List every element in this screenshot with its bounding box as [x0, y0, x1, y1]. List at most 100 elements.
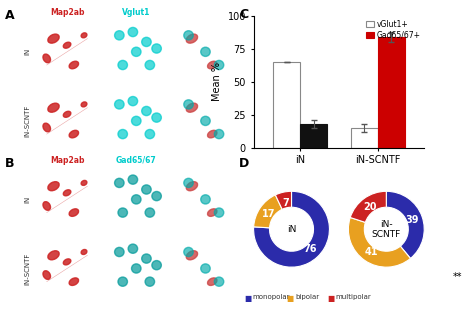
- Text: D: D: [239, 157, 250, 170]
- Text: iN: iN: [24, 196, 30, 203]
- Circle shape: [131, 195, 141, 204]
- Ellipse shape: [186, 34, 198, 43]
- Circle shape: [142, 185, 151, 194]
- Ellipse shape: [81, 102, 87, 107]
- Ellipse shape: [208, 278, 217, 285]
- Ellipse shape: [69, 130, 79, 138]
- Wedge shape: [254, 191, 329, 267]
- Wedge shape: [386, 191, 424, 258]
- Legend: vGlut1+, Gad65/67+: vGlut1+, Gad65/67+: [366, 19, 420, 40]
- Circle shape: [128, 175, 137, 184]
- Bar: [300, 124, 327, 148]
- Text: 20: 20: [364, 202, 377, 212]
- Circle shape: [145, 277, 155, 286]
- Wedge shape: [275, 191, 292, 209]
- Text: Map2ab: Map2ab: [50, 156, 84, 165]
- Text: ■: ■: [287, 294, 294, 303]
- Ellipse shape: [43, 271, 51, 279]
- Ellipse shape: [64, 111, 71, 117]
- Circle shape: [214, 208, 224, 217]
- Ellipse shape: [43, 123, 51, 132]
- Text: iN-
SCNTF: iN- SCNTF: [372, 219, 401, 239]
- Circle shape: [118, 208, 128, 217]
- Wedge shape: [254, 195, 282, 228]
- Text: iN: iN: [287, 225, 296, 234]
- Circle shape: [118, 60, 128, 70]
- Text: Merged: Merged: [189, 156, 222, 165]
- Text: Merged: Merged: [189, 8, 222, 17]
- Circle shape: [184, 178, 193, 187]
- Text: ■: ■: [244, 294, 251, 303]
- Text: monopolar: monopolar: [253, 294, 290, 300]
- Text: B: B: [5, 157, 14, 170]
- Circle shape: [184, 247, 193, 257]
- Ellipse shape: [81, 33, 87, 38]
- Text: 17: 17: [262, 209, 276, 219]
- Circle shape: [118, 277, 128, 286]
- Text: ■: ■: [327, 294, 334, 303]
- Circle shape: [115, 31, 124, 40]
- Ellipse shape: [69, 61, 79, 69]
- Circle shape: [214, 60, 224, 70]
- Circle shape: [145, 208, 155, 217]
- Circle shape: [142, 37, 151, 46]
- Ellipse shape: [43, 202, 51, 210]
- Text: 7: 7: [282, 198, 289, 208]
- Circle shape: [214, 129, 224, 139]
- Circle shape: [152, 261, 161, 270]
- Circle shape: [142, 254, 151, 263]
- Text: bipolar: bipolar: [295, 294, 319, 300]
- Text: iN-SCNTF: iN-SCNTF: [24, 105, 30, 137]
- Text: C: C: [239, 8, 248, 21]
- Ellipse shape: [48, 103, 59, 112]
- Ellipse shape: [48, 251, 59, 260]
- Bar: [351, 128, 378, 148]
- Text: 76: 76: [303, 244, 317, 254]
- Text: multipolar: multipolar: [336, 294, 371, 300]
- Ellipse shape: [81, 181, 87, 185]
- Text: Map2ab: Map2ab: [50, 8, 84, 17]
- Circle shape: [131, 264, 141, 273]
- Ellipse shape: [208, 130, 217, 138]
- Ellipse shape: [208, 61, 217, 69]
- Text: iN: iN: [24, 48, 30, 56]
- Circle shape: [142, 106, 151, 116]
- Ellipse shape: [69, 209, 79, 216]
- Circle shape: [131, 47, 141, 57]
- Ellipse shape: [81, 250, 87, 254]
- Circle shape: [152, 113, 161, 122]
- Circle shape: [145, 129, 155, 139]
- Text: Vglut1: Vglut1: [122, 8, 150, 17]
- Text: **: **: [453, 272, 462, 282]
- Circle shape: [201, 47, 210, 57]
- Text: 39: 39: [405, 215, 419, 225]
- Ellipse shape: [186, 103, 198, 112]
- Circle shape: [131, 116, 141, 126]
- Circle shape: [115, 100, 124, 109]
- Circle shape: [128, 27, 137, 37]
- Circle shape: [184, 100, 193, 109]
- Ellipse shape: [208, 209, 217, 216]
- Bar: [378, 37, 405, 148]
- Ellipse shape: [186, 251, 198, 260]
- Circle shape: [115, 178, 124, 187]
- Wedge shape: [348, 218, 410, 267]
- Y-axis label: Mean %: Mean %: [212, 62, 222, 101]
- Ellipse shape: [48, 182, 59, 191]
- Ellipse shape: [186, 182, 198, 191]
- Circle shape: [184, 31, 193, 40]
- Text: 41: 41: [364, 247, 378, 257]
- Circle shape: [152, 44, 161, 53]
- Circle shape: [128, 244, 137, 253]
- Text: A: A: [5, 9, 14, 22]
- Ellipse shape: [48, 34, 59, 43]
- Circle shape: [201, 264, 210, 273]
- Text: iN-SCNTF: iN-SCNTF: [24, 252, 30, 285]
- Ellipse shape: [64, 259, 71, 265]
- Wedge shape: [350, 191, 386, 222]
- Circle shape: [214, 277, 224, 286]
- Text: Gad65/67: Gad65/67: [116, 156, 156, 165]
- Circle shape: [128, 96, 137, 106]
- Ellipse shape: [69, 278, 79, 285]
- Circle shape: [201, 116, 210, 126]
